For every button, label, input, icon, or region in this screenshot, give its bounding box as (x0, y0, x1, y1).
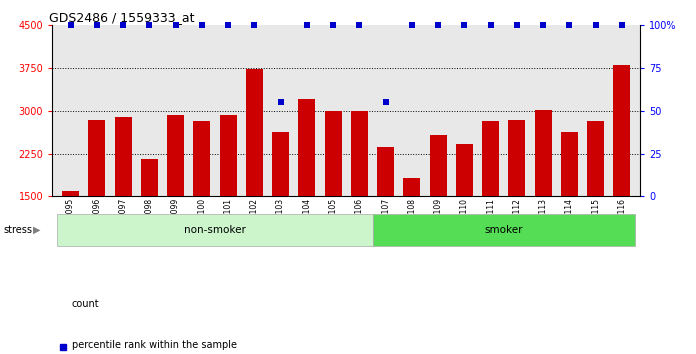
Bar (535, 110, 552, 196)
Bar (88, 120, 105, 196)
Text: GDS2486 / 1559333_at: GDS2486 / 1559333_at (49, 11, 195, 24)
Bar (246, 69, 263, 196)
Bar (482, 121, 499, 196)
Bar (167, 115, 184, 196)
Bar (324, 110, 342, 196)
Text: smoker: smoker (484, 225, 523, 235)
Bar (219, 115, 237, 196)
Text: ▶: ▶ (33, 225, 41, 235)
Bar (62, 191, 79, 196)
Bar (613, 65, 631, 196)
Bar (115, 118, 132, 196)
Text: count: count (72, 299, 100, 309)
Bar (508, 120, 525, 196)
Bar (561, 132, 578, 196)
Bar (456, 144, 473, 196)
Bar (141, 159, 158, 196)
Bar (587, 121, 604, 196)
Bar (58, 214, 372, 246)
Text: stress: stress (3, 225, 33, 235)
Bar (429, 135, 447, 196)
Bar (193, 121, 210, 196)
Bar (404, 178, 420, 196)
Bar (351, 110, 368, 196)
Bar (372, 214, 635, 246)
Text: non-smoker: non-smoker (184, 225, 246, 235)
Bar (299, 99, 315, 196)
Bar (272, 132, 289, 196)
Text: percentile rank within the sample: percentile rank within the sample (72, 340, 237, 350)
Bar (377, 147, 394, 196)
